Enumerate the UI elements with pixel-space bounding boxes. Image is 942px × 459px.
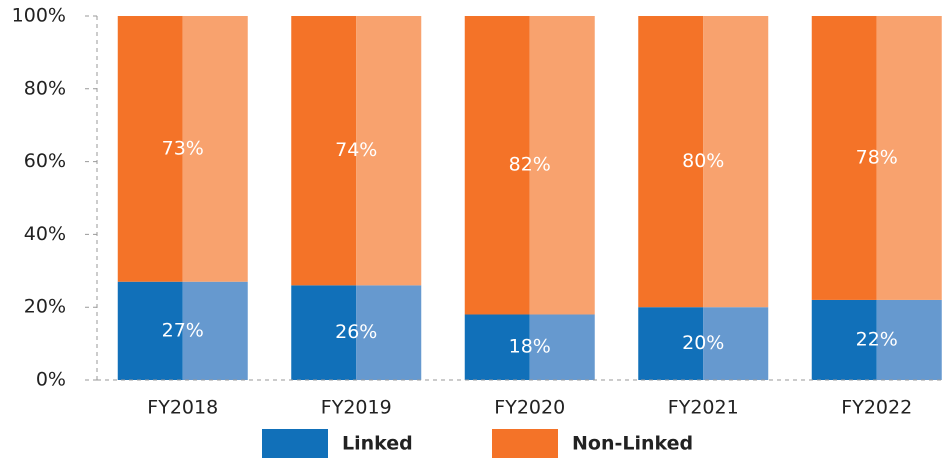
- bar-half: [182, 281, 248, 380]
- data-label: 78%: [856, 146, 898, 168]
- bar-half: [811, 299, 877, 380]
- bar-half: [703, 16, 769, 308]
- data-label: 27%: [162, 319, 204, 341]
- legend-swatch: [262, 429, 328, 458]
- bar-half: [811, 16, 877, 300]
- bar-half: [182, 16, 248, 282]
- data-label: 22%: [856, 328, 898, 350]
- x-tick-label: FY2019: [321, 397, 392, 419]
- bar-half: [291, 16, 357, 286]
- y-tick-label: 40%: [24, 223, 66, 245]
- y-tick-label: 60%: [24, 150, 66, 172]
- data-label: 73%: [162, 137, 204, 159]
- x-tick-label: FY2022: [841, 397, 912, 419]
- bar-segment: [638, 307, 769, 380]
- data-label: 74%: [335, 139, 377, 161]
- bar-segment: [291, 285, 422, 380]
- bar-half: [356, 16, 422, 286]
- y-tick-label: 0%: [36, 369, 66, 391]
- x-tick-label: FY2020: [494, 397, 565, 419]
- data-label: 82%: [509, 154, 551, 176]
- y-tick-label: 20%: [24, 296, 66, 318]
- bar-segment: [638, 16, 769, 308]
- data-label: 80%: [682, 150, 724, 172]
- x-tick-label: FY2018: [147, 397, 218, 419]
- legend-label: Linked: [342, 433, 413, 455]
- x-tick-label: FY2021: [668, 397, 739, 419]
- bar-half: [464, 314, 530, 380]
- bar-segment: [464, 16, 595, 315]
- y-tick-label: 80%: [24, 77, 66, 99]
- bar-segment: [117, 281, 248, 380]
- bar-half: [529, 314, 595, 380]
- legend-swatch: [492, 429, 558, 458]
- bar-segment: [811, 16, 942, 300]
- bar-half: [638, 16, 704, 308]
- data-label: 20%: [682, 332, 724, 354]
- bar-segment: [291, 16, 422, 286]
- data-label: 18%: [509, 336, 551, 358]
- data-label: 26%: [335, 321, 377, 343]
- bar-half: [703, 307, 769, 380]
- y-tick-label: 100%: [12, 5, 66, 27]
- bar-half: [529, 16, 595, 315]
- bar-half: [464, 16, 530, 315]
- bar-half: [876, 16, 942, 300]
- bar-half: [638, 307, 704, 380]
- bar-segment: [811, 299, 942, 380]
- legend-label: Non-Linked: [572, 433, 693, 455]
- bar-segment: [464, 314, 595, 380]
- bar-half: [117, 16, 183, 282]
- bar-half: [876, 299, 942, 380]
- bar-segment: [117, 16, 248, 282]
- bar-half: [117, 281, 183, 380]
- bar-half: [356, 285, 422, 380]
- bar-half: [291, 285, 357, 380]
